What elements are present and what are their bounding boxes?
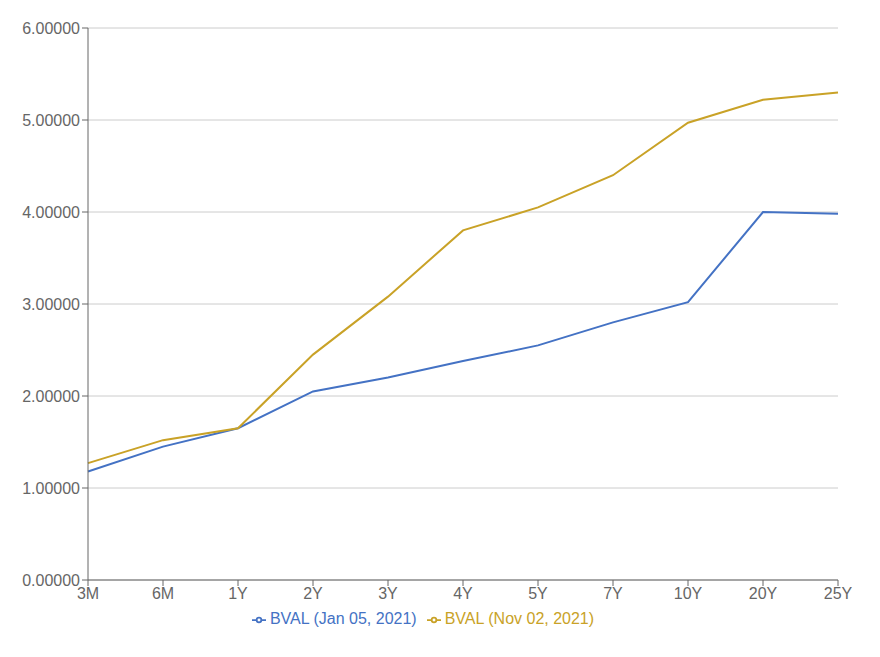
svg-text:4.00000: 4.00000	[22, 204, 80, 221]
svg-text:7Y: 7Y	[603, 585, 623, 602]
svg-text:2.00000: 2.00000	[22, 388, 80, 405]
svg-text:5Y: 5Y	[528, 585, 548, 602]
svg-text:4Y: 4Y	[453, 585, 473, 602]
svg-text:1.00000: 1.00000	[22, 480, 80, 497]
svg-text:1Y: 1Y	[228, 585, 248, 602]
svg-text:6.00000: 6.00000	[22, 20, 80, 37]
html-text:BVAL (Nov 02, 2021): BVAL (Nov 02, 2021)	[444, 610, 595, 627]
svg-text:3Y: 3Y	[378, 585, 398, 602]
html-text:BVAL (Jan 05, 2021): BVAL (Jan 05, 2021)	[269, 610, 417, 627]
svg-text:3.00000: 3.00000	[22, 296, 80, 313]
svg-text:6M: 6M	[152, 585, 174, 602]
svg-text:0.00000: 0.00000	[22, 572, 80, 589]
svg-text:3M: 3M	[77, 585, 99, 602]
svg-text:25Y: 25Y	[824, 585, 853, 602]
svg-text:5.00000: 5.00000	[22, 112, 80, 129]
svg-text:10Y: 10Y	[674, 585, 703, 602]
svg-text:20Y: 20Y	[749, 585, 778, 602]
svg-text:2Y: 2Y	[303, 585, 323, 602]
